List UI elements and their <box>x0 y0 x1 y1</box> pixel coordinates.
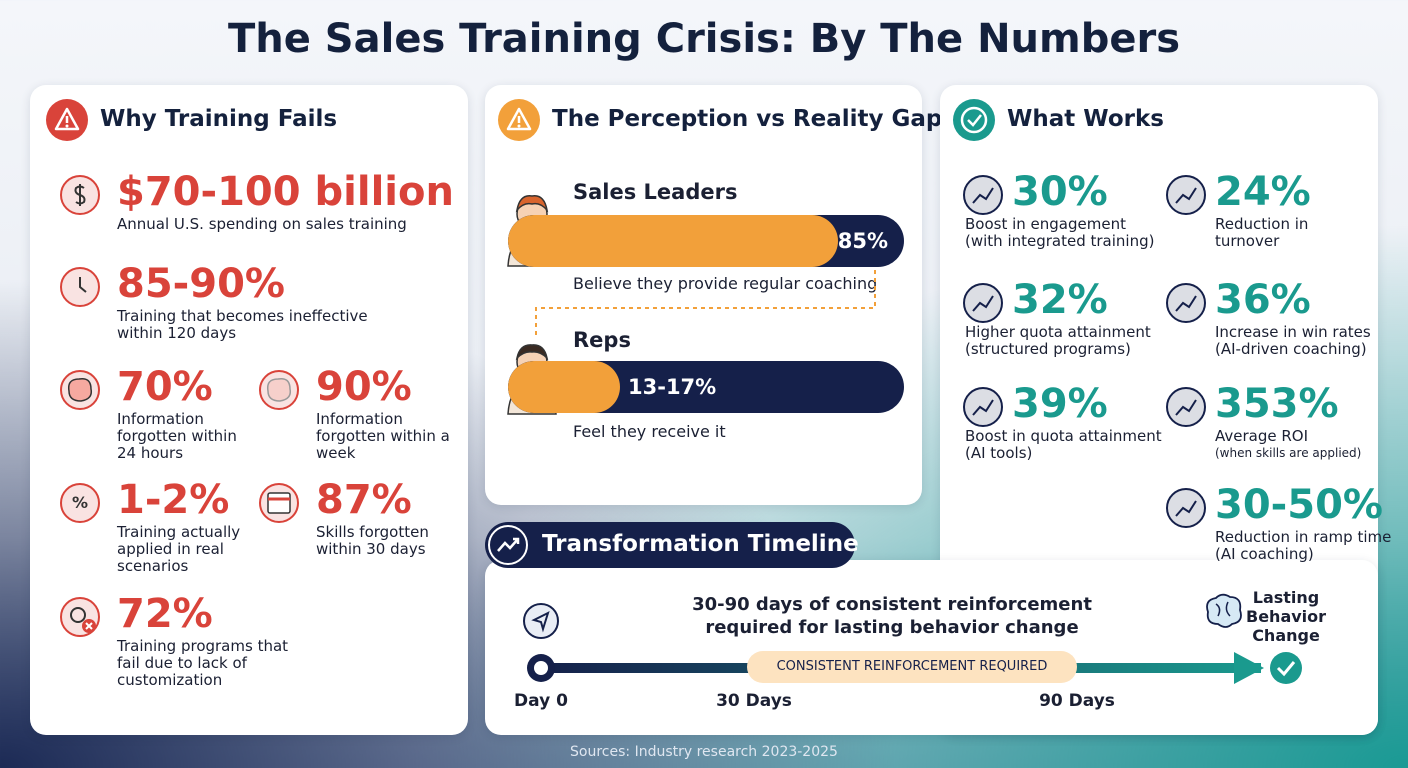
stat-icon <box>60 370 100 410</box>
group-value: 13-17% <box>628 375 717 399</box>
stat-label: Information forgotten within a week <box>316 410 450 462</box>
stat-label: Training actually applied in real scenar… <box>117 523 241 575</box>
sources: Sources: Industry research 2023-2025 <box>570 744 838 760</box>
stat-label: Annual U.S. spending on sales training <box>117 215 407 233</box>
timeline-heading: Transformation Timeline <box>542 531 859 557</box>
stat-label: Information forgotten within 24 hours <box>117 410 237 462</box>
stat-label: Boost in quota attainment (AI tools) <box>965 427 1162 462</box>
stat-icon <box>60 597 100 637</box>
stat-value: 87% <box>316 477 412 523</box>
milestone-label: 90 Days <box>1039 691 1115 711</box>
stat-value: 1-2% <box>117 477 230 523</box>
group-name: Sales Leaders <box>573 180 738 204</box>
stat-value: 39% <box>1012 381 1108 427</box>
stat-label: Reduction in ramp time <box>1215 528 1392 546</box>
stat-icon <box>259 483 299 523</box>
trend-icon <box>488 525 528 565</box>
stat-value: 36% <box>1215 277 1311 323</box>
brain-icon <box>1206 593 1242 628</box>
stat-value: 24% <box>1215 169 1311 215</box>
stat-icon <box>1166 387 1206 427</box>
group-caption: Believe they provide regular coaching <box>573 274 878 293</box>
milestone-label: Day 0 <box>514 691 568 711</box>
why-card <box>30 85 468 735</box>
page-title: The Sales Training Crisis: By The Number… <box>227 16 1180 62</box>
stat-icon <box>963 387 1003 427</box>
works-heading: What Works <box>1007 106 1164 132</box>
milestone-label: 30 Days <box>716 691 792 711</box>
stat-value: 30-50% <box>1215 482 1384 528</box>
stat-value: 32% <box>1012 277 1108 323</box>
rep-bar: 13-17% <box>508 361 904 413</box>
stat-label: Training programs that fail due to lack … <box>117 637 289 689</box>
stat-note: (structured programs) <box>965 340 1131 358</box>
stat-value: 72% <box>117 591 213 637</box>
stat-icon <box>963 175 1003 215</box>
leader-bar-fill <box>508 215 838 267</box>
group-name: Reps <box>573 328 631 352</box>
stat-label: Training that becomes ineffective within… <box>117 307 368 342</box>
reinforcement-band: CONSISTENT REINFORCEMENT REQUIRED <box>747 651 1077 683</box>
stat-value: 90% <box>316 364 412 410</box>
stat-label: Increase in win rates <box>1215 323 1371 341</box>
leader-bar: 85% <box>508 215 904 267</box>
stat-note: (with integrated training) <box>965 232 1155 250</box>
stat-label: Skills forgotten within 30 days <box>316 523 429 558</box>
stat-value: $70-100 billion <box>117 169 454 215</box>
stat-label: Boost in engagement <box>965 215 1126 233</box>
stat-icon: % <box>60 483 100 523</box>
stat-icon <box>259 370 299 410</box>
stat-icon <box>1166 283 1206 323</box>
stat-note: (AI-driven coaching) <box>1215 340 1367 358</box>
stat-icon <box>60 267 100 307</box>
connector <box>535 270 876 338</box>
stat-label: Higher quota attainment <box>965 323 1151 341</box>
stat-value: 30% <box>1012 169 1108 215</box>
timeline-message: 30-90 days of consistent reinforcement r… <box>692 594 1092 638</box>
why-heading: Why Training Fails <box>100 106 338 132</box>
end-label: Lasting Behavior Change <box>1246 588 1327 645</box>
stat-icon <box>963 283 1003 323</box>
gap-card <box>485 85 922 505</box>
stat-value: 353% <box>1215 381 1339 427</box>
warning-icon <box>498 99 540 141</box>
group-value: 85% <box>837 229 888 253</box>
group-caption: Feel they receive it <box>573 422 726 441</box>
stat-label: Average ROI <box>1215 427 1309 445</box>
stat-icon <box>60 175 100 215</box>
rep-bar-fill <box>508 361 620 413</box>
stat-icon <box>1166 488 1206 528</box>
warning-icon <box>46 99 88 141</box>
stat-label: Reduction in turnover <box>1215 215 1309 250</box>
timeline-header <box>485 522 855 568</box>
stat-note: (AI coaching) <box>1215 545 1314 563</box>
stat-value: 85-90% <box>117 261 286 307</box>
stat-value: 70% <box>117 364 213 410</box>
gap-heading: The Perception vs Reality Gap <box>552 106 943 132</box>
stat-icon <box>1166 175 1206 215</box>
stat-note: (when skills are applied) <box>1215 446 1362 460</box>
check-icon <box>953 99 995 141</box>
svg-text:%: % <box>72 493 88 512</box>
timeline-card <box>485 560 1378 735</box>
